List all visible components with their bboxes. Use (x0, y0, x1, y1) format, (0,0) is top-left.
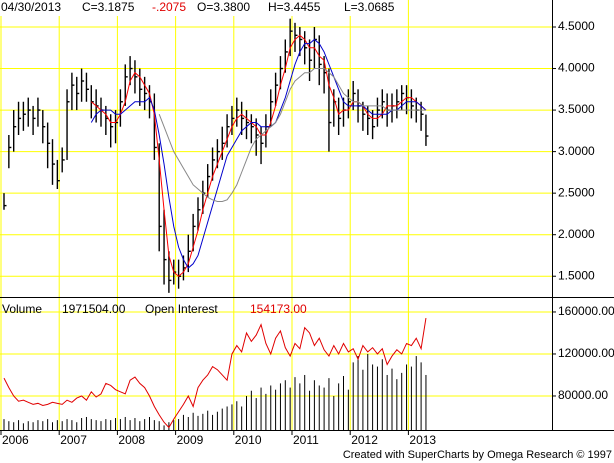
y-tick-label: 3.5000 (558, 102, 595, 116)
x-tick-label: 2009 (177, 433, 204, 447)
y-tick-label: 1.5000 (558, 268, 595, 282)
y-tick-label: 2.0000 (558, 227, 595, 241)
moving-average (158, 68, 426, 202)
header-low: L=3.0685 (344, 0, 395, 14)
header-change: -.2075 (152, 0, 186, 14)
x-tick-label: 2006 (2, 433, 29, 447)
moving-average (90, 34, 427, 277)
header-close: C=3.1875 (82, 0, 135, 14)
moving-average (90, 38, 427, 269)
oi-label: Open Interest (145, 302, 218, 316)
y-tick-label: 3.0000 (558, 144, 595, 158)
header-open: O=3.3800 (197, 0, 250, 14)
y-tick-label: 4.5000 (558, 19, 595, 33)
y-tick-label: 2.5000 (558, 185, 595, 199)
volume-label: Volume (2, 302, 42, 316)
y-tick-label: 120000.00 (558, 346, 614, 360)
header-date: 04/30/2013 (1, 0, 61, 14)
y-tick-label: 160000.00 (558, 304, 614, 318)
y-tick-label: 4.0000 (558, 61, 595, 75)
x-tick-label: 2008 (118, 433, 145, 447)
marks (3, 18, 429, 430)
x-tick-label: 2012 (351, 433, 378, 447)
header-bg (0, 0, 360, 16)
x-tick-label: 2007 (60, 433, 87, 447)
open-interest-line (3, 318, 427, 429)
x-tick-label: 2013 (409, 433, 436, 447)
header-high: H=3.4455 (268, 0, 321, 14)
footer: Created with SuperCharts by Omega Resear… (343, 449, 612, 461)
volume-value: 1971504.00 (62, 302, 126, 316)
y-tick-label: 80000.00 (558, 388, 608, 402)
oi-value: 154173.00 (250, 302, 307, 316)
x-tick-label: 2010 (235, 433, 262, 447)
x-tick-label: 2011 (293, 433, 319, 447)
